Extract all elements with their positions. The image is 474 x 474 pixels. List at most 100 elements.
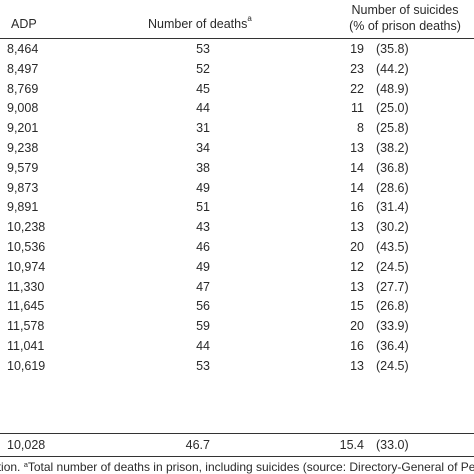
footnote-lead: pulation. [0,460,21,474]
cell-adp: 9,579 [7,160,39,175]
cell-deaths: 43 [196,220,210,235]
cell-adp: 10,238 [7,220,46,235]
cell-deaths: 56 [196,299,210,314]
cell-deaths: 49 [196,259,210,274]
cell-deaths: 45 [196,81,210,96]
cell-suicides: 11 [351,101,364,116]
cell-pct: (26.8) [376,299,409,314]
cell-suicides: 14 [350,160,364,175]
cell-deaths: 44 [196,338,210,353]
cell-deaths: 46 [196,239,210,254]
cell-suicides: 19 [350,42,364,56]
cell-pct: (36.8) [376,160,409,175]
header-suicides-line2: (% of prison deaths) [349,19,461,33]
table-row: 10,619 53 13 (24.5) [0,356,474,376]
cell-adp: 10,619 [7,358,46,373]
table-row: 11,330 47 13 (27.7) [0,277,474,297]
table-row: 8,497 52 23 (44.2) [0,59,474,79]
cell-suicides: 16 [350,338,364,353]
cell-deaths: 34 [196,140,210,155]
cell-deaths: 51 [196,200,210,215]
cell-adp: 9,201 [7,121,39,136]
cell-adp: 11,041 [7,338,45,353]
average-suicides: 15.4 [339,438,364,452]
table-row: 9,579 38 14 (36.8) [0,158,474,178]
cell-adp: 11,330 [7,279,45,294]
table-row: 9,873 49 14 (28.6) [0,178,474,198]
table-row: 10,536 46 20 (43.5) [0,237,474,257]
cell-suicides: 20 [350,239,364,254]
cell-adp: 9,238 [7,140,39,155]
cell-pct: (44.2) [376,61,409,76]
header-deaths-label: Number of deaths [148,17,248,31]
cell-suicides: 16 [350,200,364,215]
cell-deaths: 52 [196,61,210,76]
table-row: 11,041 44 16 (36.4) [0,336,474,356]
header-rule [0,38,474,39]
table-row: 10,238 43 13 (30.2) [0,217,474,237]
cell-adp: 9,873 [7,180,39,195]
cell-pct: (24.5) [376,358,409,373]
table-header: ADP Number of deathsa Number of suicides… [0,0,474,38]
cell-deaths: 44 [196,101,210,116]
average-row: 10,028 46.7 15.4 (33.0) [0,435,474,455]
cell-adp: 11,645 [7,299,45,314]
cell-adp: 8,497 [7,61,39,76]
cell-suicides: 20 [350,319,364,334]
cell-deaths: 53 [196,42,210,56]
cell-deaths: 31 [196,121,210,136]
cell-adp: 11,578 [7,319,45,334]
cell-adp: 10,974 [7,259,46,274]
cell-suicides: 22 [350,81,364,96]
cell-pct: (43.5) [376,239,409,254]
cell-adp: 8,769 [7,81,39,96]
header-deaths: Number of deathsa [148,14,252,31]
table-row: 9,238 34 13 (38.2) [0,138,474,158]
cell-suicides: 13 [350,140,364,155]
cell-suicides: 12 [350,259,364,274]
cell-pct: (25.8) [376,121,409,136]
cell-suicides: 13 [350,358,364,373]
cell-deaths: 47 [196,279,210,294]
footnote-text: Total number of deaths in prison, includ… [27,460,474,474]
cell-pct: (48.9) [376,81,409,96]
average-adp: 10,028 [7,438,46,452]
cell-suicides: 13 [350,279,364,294]
header-deaths-footnote-mark: a [247,14,252,23]
header-suicides-line1: Number of suicides [351,3,459,17]
cell-suicides: 8 [357,121,364,136]
cell-pct: (35.8) [376,42,409,56]
average-rule [0,433,474,434]
cell-deaths: 53 [196,358,210,373]
table-row: 9,008 44 11 (25.0) [0,98,474,118]
table-body: 8,464 53 19 (35.8) 8,497 52 23 (44.2) 8,769 45 22 (… [0,39,474,376]
cell-pct: (31.4) [376,200,409,215]
header-adp: ADP [11,17,37,31]
bottom-rule [0,456,474,457]
cell-suicides: 13 [350,220,364,235]
cell-pct: (30.2) [376,220,409,235]
cell-deaths: 59 [196,319,210,334]
cell-suicides: 14 [350,180,364,195]
cell-pct: (33.9) [376,319,409,334]
table-row: 10,974 49 12 (24.5) [0,257,474,277]
cell-pct: (25.0) [376,101,409,116]
table-row: 9,201 31 8 (25.8) [0,118,474,138]
cell-pct: (28.6) [376,180,409,195]
cell-adp: 9,008 [7,101,39,116]
cell-pct: (27.7) [376,279,409,294]
table-row: 8,464 53 19 (35.8) [0,39,474,59]
average-pct: (33.0) [376,438,409,452]
table-row: 11,578 59 20 (33.9) [0,316,474,336]
cell-adp: 10,536 [7,239,46,254]
cell-suicides: 23 [350,61,364,76]
cell-adp: 9,891 [7,200,39,215]
cell-deaths: 38 [196,160,210,175]
cell-deaths: 49 [196,180,210,195]
footnote: pulation. aTotal number of deaths in pri… [0,459,474,474]
table-row: 9,891 51 16 (31.4) [0,197,474,217]
cell-adp: 8,464 [7,42,39,56]
cell-pct: (24.5) [376,259,409,274]
header-suicides: Number of suicides (% of prison deaths) [330,2,474,34]
cell-suicides: 15 [350,299,364,314]
